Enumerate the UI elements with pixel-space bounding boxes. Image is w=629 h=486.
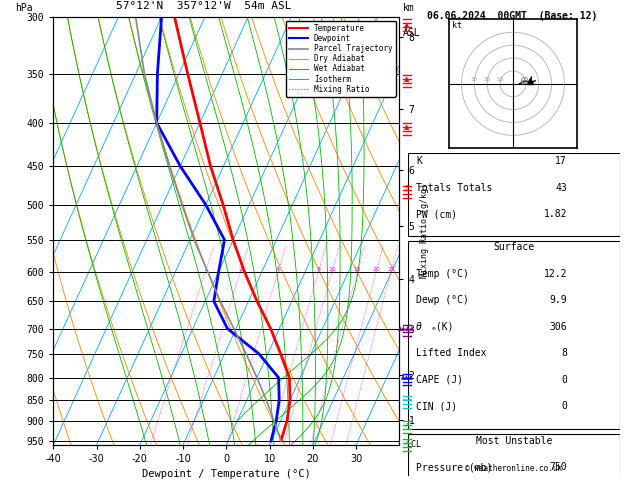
Bar bbox=[408, 434, 620, 486]
Text: Most Unstable: Most Unstable bbox=[476, 436, 552, 446]
Text: 20: 20 bbox=[484, 77, 491, 82]
Text: CAPE (J): CAPE (J) bbox=[416, 375, 463, 385]
Text: θ: θ bbox=[416, 322, 422, 332]
Text: ▲: ▲ bbox=[404, 76, 409, 82]
Text: 43: 43 bbox=[555, 183, 567, 193]
Text: 0: 0 bbox=[561, 401, 567, 411]
Text: 12.2: 12.2 bbox=[543, 269, 567, 279]
Text: 30: 30 bbox=[471, 77, 478, 82]
Text: 17: 17 bbox=[555, 156, 567, 166]
Text: © weatheronline.co.uk: © weatheronline.co.uk bbox=[465, 464, 562, 473]
Text: Totals Totals: Totals Totals bbox=[416, 183, 493, 193]
Text: 15: 15 bbox=[353, 267, 362, 272]
Text: 10: 10 bbox=[496, 77, 504, 82]
Text: K: K bbox=[416, 156, 422, 166]
Text: 57°12'N  357°12'W  54m ASL: 57°12'N 357°12'W 54m ASL bbox=[116, 0, 291, 11]
Text: ▲▲▲: ▲▲▲ bbox=[401, 375, 413, 380]
Text: 1: 1 bbox=[203, 267, 208, 272]
Text: ↑: ↑ bbox=[404, 185, 410, 191]
Text: ▲: ▲ bbox=[404, 124, 409, 130]
Text: 750: 750 bbox=[549, 462, 567, 472]
Text: ▲▲▲▲: ▲▲▲▲ bbox=[398, 326, 416, 331]
Text: hPa: hPa bbox=[15, 3, 33, 13]
Text: 306: 306 bbox=[549, 322, 567, 332]
Bar bbox=[408, 153, 620, 236]
X-axis label: Dewpoint / Temperature (°C): Dewpoint / Temperature (°C) bbox=[142, 469, 311, 479]
Text: ~~: ~~ bbox=[401, 397, 413, 403]
Text: ₑ(K): ₑ(K) bbox=[431, 322, 455, 332]
Text: 9.9: 9.9 bbox=[549, 295, 567, 305]
Text: kt: kt bbox=[452, 21, 462, 31]
Text: 1.82: 1.82 bbox=[543, 209, 567, 219]
Text: ▲: ▲ bbox=[404, 22, 409, 29]
Text: 2: 2 bbox=[238, 267, 242, 272]
Text: 8: 8 bbox=[316, 267, 320, 272]
Text: 0: 0 bbox=[561, 375, 567, 385]
Text: 8: 8 bbox=[561, 348, 567, 358]
Legend: Temperature, Dewpoint, Parcel Trajectory, Dry Adiabat, Wet Adiabat, Isotherm, Mi: Temperature, Dewpoint, Parcel Trajectory… bbox=[286, 21, 396, 97]
Text: ↗: ↗ bbox=[404, 422, 410, 428]
Text: Temp (°C): Temp (°C) bbox=[416, 269, 469, 279]
Text: ASL: ASL bbox=[403, 28, 421, 38]
Bar bbox=[408, 241, 620, 430]
Text: PW (cm): PW (cm) bbox=[416, 209, 457, 219]
Text: LCL: LCL bbox=[406, 440, 421, 449]
Text: 20: 20 bbox=[372, 267, 380, 272]
Text: ↗: ↗ bbox=[404, 440, 410, 446]
Text: 10: 10 bbox=[328, 267, 336, 272]
Text: ⊕: ⊕ bbox=[520, 76, 529, 86]
Text: Surface: Surface bbox=[493, 243, 535, 252]
Text: 06.06.2024  00GMT  (Base: 12): 06.06.2024 00GMT (Base: 12) bbox=[428, 11, 598, 21]
Text: CIN (J): CIN (J) bbox=[416, 401, 457, 411]
Text: Dewp (°C): Dewp (°C) bbox=[416, 295, 469, 305]
Text: Pressure (mb): Pressure (mb) bbox=[416, 462, 493, 472]
Text: 4: 4 bbox=[276, 267, 280, 272]
Text: km: km bbox=[403, 3, 415, 13]
Text: 25: 25 bbox=[387, 267, 395, 272]
Text: Mixing Ratio (g/kg): Mixing Ratio (g/kg) bbox=[420, 183, 429, 278]
Text: Lifted Index: Lifted Index bbox=[416, 348, 487, 358]
